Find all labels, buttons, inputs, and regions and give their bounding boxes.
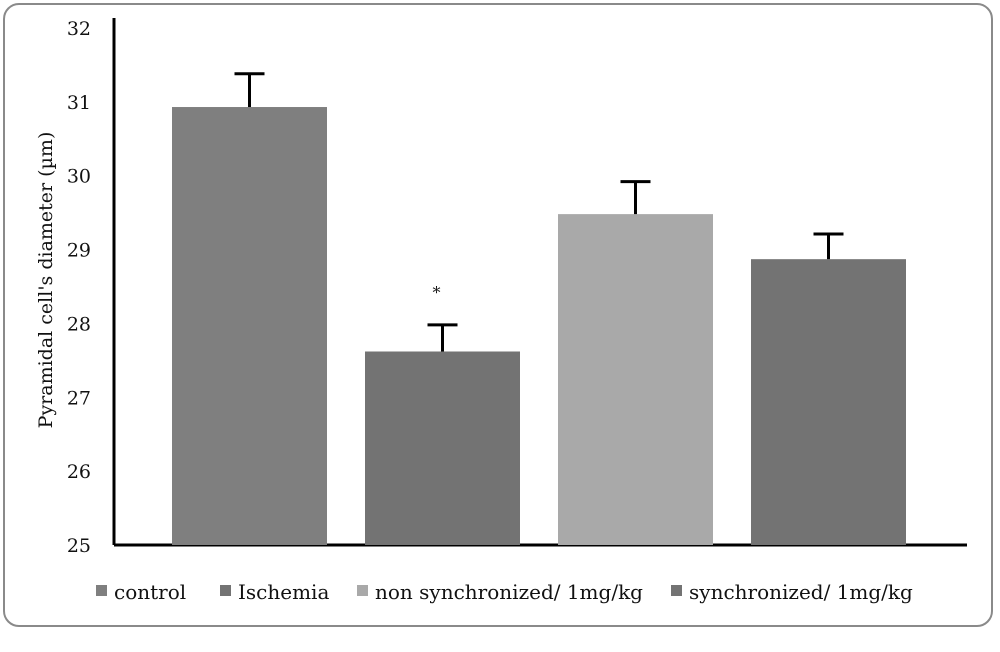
bar-1 [172,107,327,545]
legend-label: non synchronized/ 1mg/kg [375,580,643,604]
y-tick-label: 28 [67,313,91,335]
bar-4 [751,259,906,545]
legend-label: control [114,580,186,604]
bar-2 [365,351,520,545]
legend-item: Ischemia [220,580,329,604]
significance-marker: * [433,283,441,302]
y-tick-label: 26 [67,461,91,483]
legend-label: synchronized/ 1mg/kg [689,580,913,604]
y-tick-label: 30 [67,166,91,188]
y-axis-label: Pyramidal cell's diameter (µm) [35,132,57,429]
bar-3 [558,214,713,545]
legend-item: synchronized/ 1mg/kg [671,580,913,604]
plot-area: 25 26 27 28 29 30 31 32 * [67,18,967,557]
y-tick-label: 29 [67,240,91,262]
legend-swatch [96,585,107,596]
legend-item: non synchronized/ 1mg/kg [357,580,643,604]
legend-swatch [220,585,231,596]
y-tick-label: 32 [67,18,91,40]
legend: control Ischemia non synchronized/ 1mg/kg s… [96,580,913,604]
legend-swatch [671,585,682,596]
y-tick-label: 27 [67,387,91,409]
legend-label: Ischemia [238,580,329,604]
legend-swatch [357,585,368,596]
y-tick-label: 31 [67,92,91,114]
legend-item: control [96,580,186,604]
y-tick-label: 25 [67,535,91,557]
